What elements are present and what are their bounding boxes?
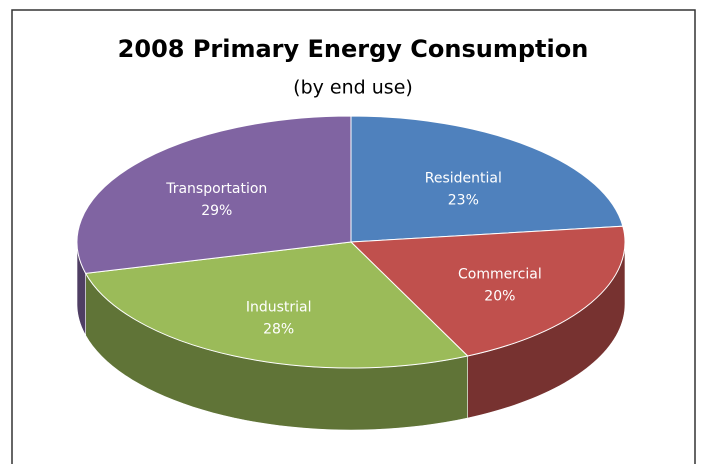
slice-label: Commercial xyxy=(458,267,542,283)
pie-slice xyxy=(350,115,624,243)
slice-value-label: 28% xyxy=(263,322,294,338)
slice-value-label: 20% xyxy=(484,289,515,305)
slice-value-label: 29% xyxy=(201,203,232,219)
slice-label: Transportation xyxy=(165,181,267,197)
slice-value-label: 23% xyxy=(448,192,479,208)
pie-slice xyxy=(84,241,469,369)
pie-slice xyxy=(349,225,626,357)
slice-label: Industrial xyxy=(246,300,312,316)
chart-border xyxy=(11,9,696,464)
chart-subtitle: (by end use) xyxy=(293,77,413,99)
slice-label: Residential xyxy=(425,170,502,186)
chart-title: 2008 Primary Energy Consumption xyxy=(118,35,589,63)
pie-slice xyxy=(76,115,352,274)
